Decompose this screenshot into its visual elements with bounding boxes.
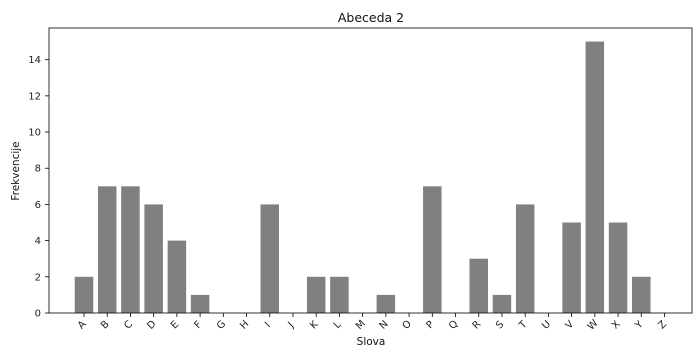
x-tick-label: T <box>517 319 530 332</box>
x-tick-label: O <box>401 318 414 331</box>
x-tick-label: U <box>540 319 553 332</box>
y-tick-label: 6 <box>35 200 41 211</box>
x-tick-label: D <box>145 318 158 331</box>
y-tick-label: 12 <box>28 91 41 102</box>
x-tick-label: H <box>238 319 251 332</box>
x-tick-label: I <box>263 320 273 330</box>
bar-N <box>376 294 396 313</box>
x-tick-label: C <box>122 319 135 332</box>
y-tick-label: 10 <box>28 128 41 139</box>
x-tick-label: N <box>378 319 391 332</box>
x-tick-label: F <box>192 319 204 331</box>
x-tick-label: G <box>215 319 228 332</box>
bar-E <box>167 240 187 313</box>
x-tick-label: E <box>169 319 181 331</box>
bar-V <box>562 222 581 313</box>
x-tick-label: Z <box>656 319 669 332</box>
bar-C <box>121 186 140 313</box>
y-tick-label: 0 <box>35 309 41 320</box>
bar-P <box>423 186 442 313</box>
x-tick-label: A <box>76 319 89 332</box>
bar-Y <box>632 276 651 313</box>
x-tick-label: B <box>99 319 112 332</box>
bar-T <box>515 204 535 313</box>
x-tick-label: Y <box>633 319 646 332</box>
y-axis-ticks: 0 2 4 6 8 10 12 14 <box>28 55 49 320</box>
x-axis-label: Slova <box>357 336 386 347</box>
y-tick-label: 14 <box>28 55 41 66</box>
x-tick-label: L <box>332 319 344 331</box>
bar-K <box>306 276 326 313</box>
bar-S <box>492 294 512 313</box>
x-tick-label: K <box>308 319 321 332</box>
plot-frame <box>48 27 693 314</box>
bar-D <box>144 204 163 313</box>
bar-A <box>74 276 94 313</box>
bar-L <box>330 276 349 313</box>
bar-F <box>190 294 210 313</box>
y-axis-label: Frekvencije <box>10 141 22 200</box>
x-tick-label: X <box>610 319 623 332</box>
x-tick-label: W <box>586 318 601 333</box>
x-tick-label: M <box>354 318 368 332</box>
bar-I <box>260 204 280 313</box>
bars-group <box>74 41 651 313</box>
x-tick-label: Q <box>447 318 460 331</box>
x-tick-label: V <box>564 319 577 332</box>
x-tick-label: S <box>494 319 506 331</box>
x-tick-label: P <box>425 319 437 331</box>
y-tick-label: 4 <box>35 236 41 247</box>
x-tick-label: J <box>286 320 297 331</box>
bar-W <box>585 41 605 313</box>
chart-title: Abeceda 2 <box>338 10 404 25</box>
bar-B <box>97 186 117 313</box>
x-tick-label: R <box>471 319 484 332</box>
bar-X <box>608 222 628 313</box>
y-tick-label: 2 <box>35 272 41 283</box>
y-tick-label: 8 <box>35 164 41 175</box>
bar-R <box>469 258 488 313</box>
